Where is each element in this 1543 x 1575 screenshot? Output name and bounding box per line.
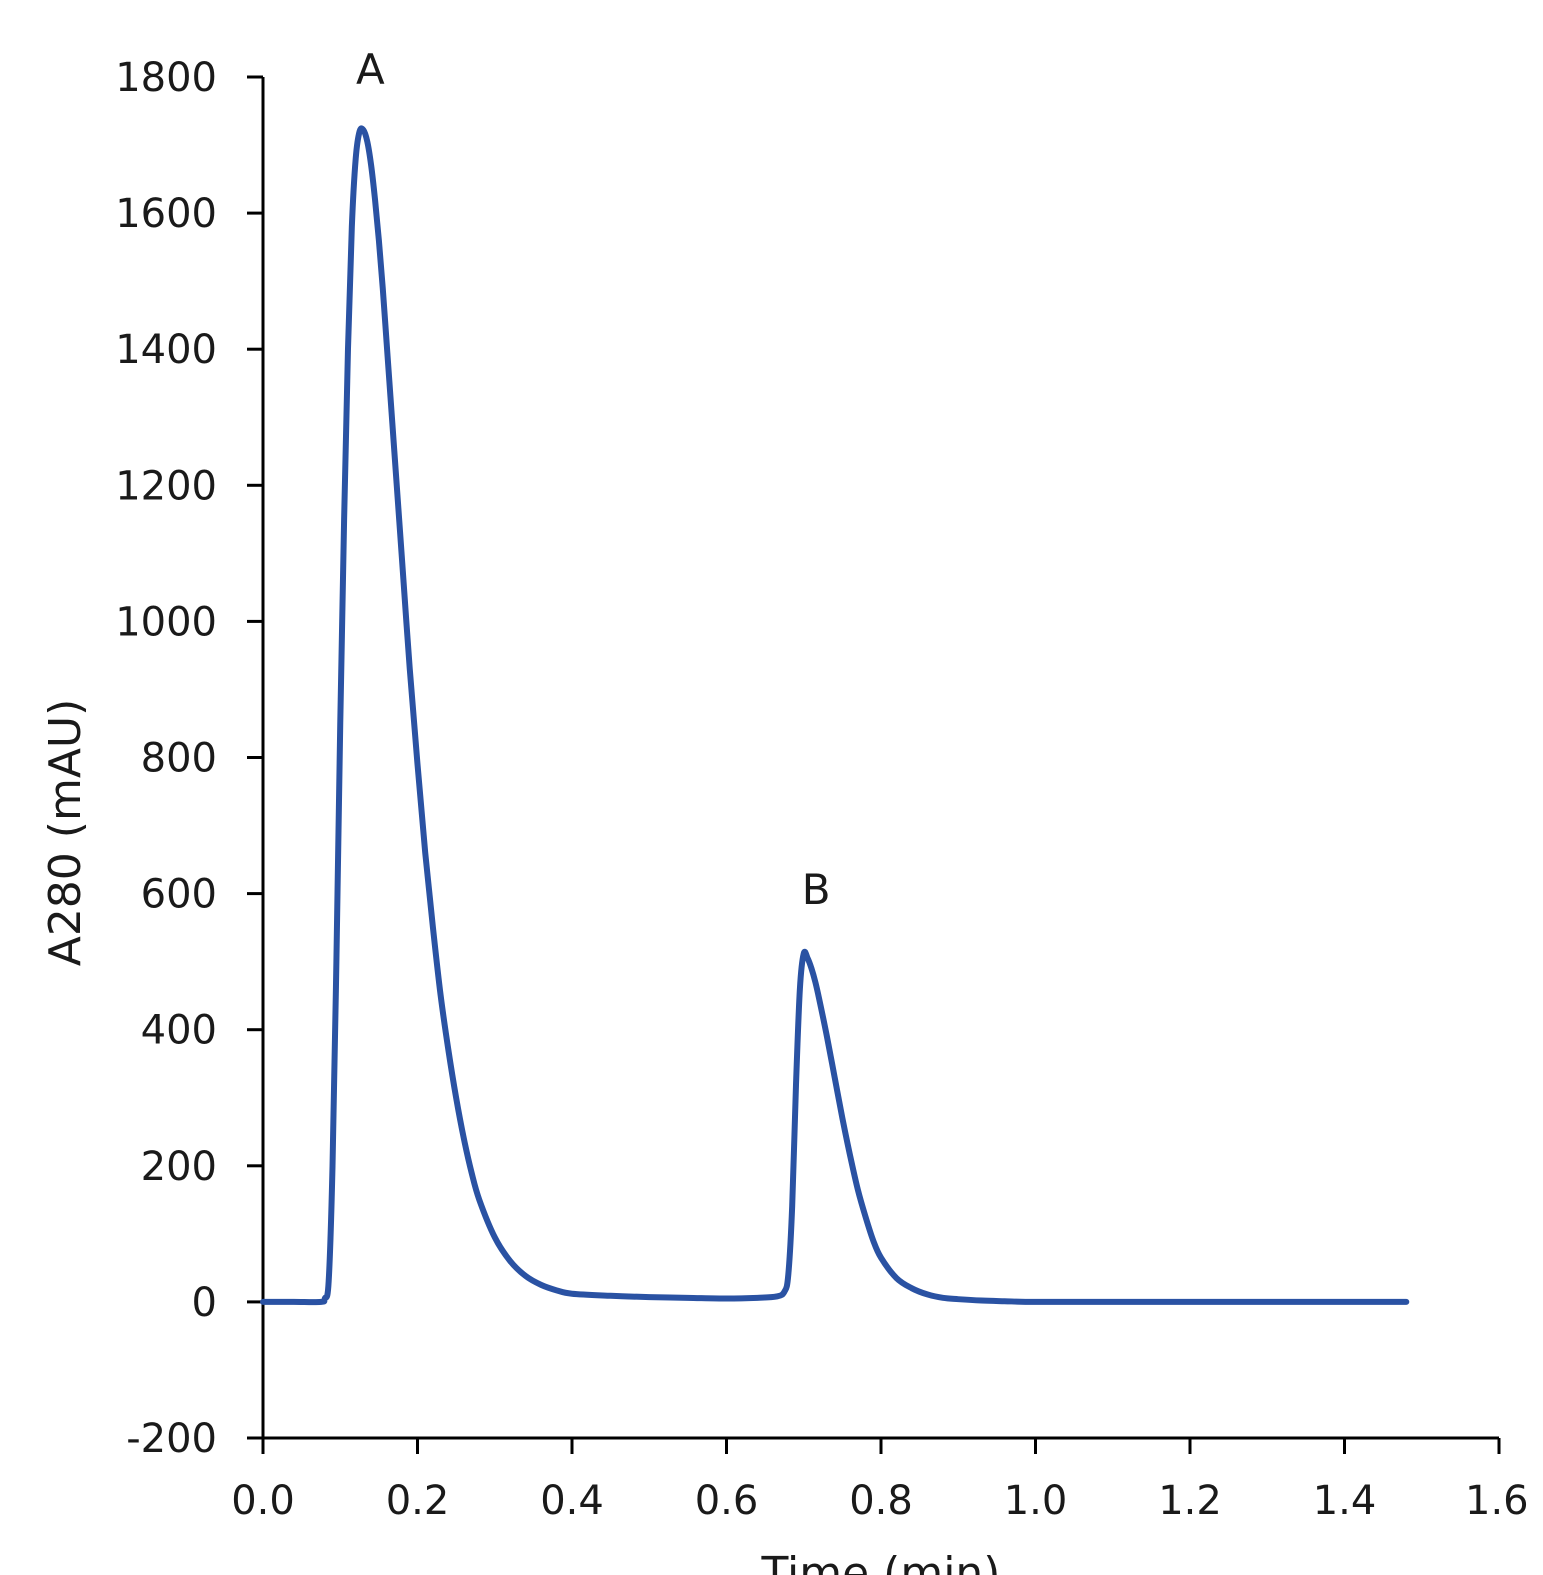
y-tick-label: 600 xyxy=(141,872,217,918)
y-tick-label: 0 xyxy=(192,1280,217,1326)
y-tick-label: 1000 xyxy=(115,599,217,645)
axes xyxy=(261,77,1499,1440)
x-tick-label: 1.6 xyxy=(1465,1478,1529,1524)
x-tick-label: 0.2 xyxy=(386,1478,450,1524)
y-tick-label: 400 xyxy=(141,1008,217,1054)
y-tick-label: 200 xyxy=(141,1144,217,1190)
x-tick-label: 0.0 xyxy=(231,1478,295,1524)
y-tick-label: 1800 xyxy=(115,55,217,101)
peak-label-b: B xyxy=(802,865,831,914)
y-axis-title: A280 (mAU) xyxy=(40,699,91,967)
x-axis-ticks: 0.0 0.2 0.4 0.6 0.8 1.0 1.2 1.4 1.6 xyxy=(231,1438,1529,1524)
x-tick-label: 0.6 xyxy=(695,1478,759,1524)
y-tick-label: 1600 xyxy=(115,191,217,237)
peak-annotations: AB xyxy=(356,45,831,914)
x-tick-label: 0.8 xyxy=(849,1478,913,1524)
y-tick-label: 1200 xyxy=(115,463,217,509)
peak-label-a: A xyxy=(356,45,385,94)
y-tick-label: -200 xyxy=(126,1416,217,1462)
series-layer xyxy=(260,125,1410,1306)
x-tick-label: 1.0 xyxy=(1004,1478,1068,1524)
x-axis-title: Time (min) xyxy=(761,1548,1001,1575)
y-tick-label: 1400 xyxy=(115,327,217,373)
x-tick-label: 1.4 xyxy=(1313,1478,1377,1524)
series-line-1 xyxy=(260,125,1410,1306)
y-axis-ticks: -200 0 200 400 600 800 1000 1200 1400 1600 1800 xyxy=(115,55,263,1462)
x-tick-label: 0.4 xyxy=(540,1478,604,1524)
x-tick-label: 1.2 xyxy=(1158,1478,1222,1524)
y-tick-label: 800 xyxy=(141,736,217,782)
